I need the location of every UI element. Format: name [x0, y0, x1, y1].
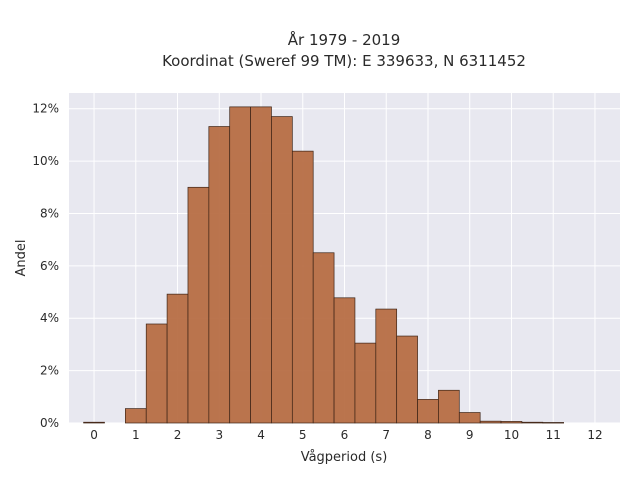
- x-tick-label: 0: [90, 428, 98, 442]
- x-tick-label: 11: [546, 428, 561, 442]
- y-tick-label: 8%: [40, 206, 59, 220]
- histogram-bar: [208, 126, 231, 424]
- x-tick-label: 3: [215, 428, 223, 442]
- histogram-bar: [125, 408, 147, 424]
- histogram-bar: [166, 293, 189, 424]
- x-axis-label: Vågperiod (s): [301, 450, 388, 465]
- histogram-bar: [187, 186, 210, 424]
- y-tick-label: 6%: [40, 259, 59, 273]
- y-tick-label: 0%: [40, 416, 59, 430]
- histogram-bar: [229, 106, 251, 424]
- histogram-bar: [458, 412, 481, 424]
- histogram-bars: [83, 106, 564, 424]
- histogram-bar: [145, 323, 168, 424]
- histogram-bar: [333, 297, 356, 424]
- y-tick-label: 2%: [40, 364, 59, 378]
- x-tick-label: 2: [174, 428, 182, 442]
- histogram-bar: [438, 389, 460, 424]
- histogram-bar: [417, 399, 439, 424]
- histogram-bar: [291, 150, 314, 424]
- histogram-bar: [375, 308, 398, 424]
- histogram-bar: [396, 335, 418, 424]
- y-axis-label: Andel: [14, 240, 29, 277]
- chart-title: År 1979 - 2019: [288, 30, 401, 49]
- y-tick-label: 10%: [32, 154, 59, 168]
- histogram-bar: [354, 342, 377, 424]
- x-tick-label: 1: [132, 428, 140, 442]
- y-tick-label: 4%: [40, 311, 59, 325]
- x-tick-label: 7: [382, 428, 390, 442]
- histogram-bar: [250, 106, 272, 424]
- x-tick-label: 10: [504, 428, 519, 442]
- histogram-bar: [83, 421, 105, 424]
- x-tick-label: 6: [341, 428, 349, 442]
- histogram-bar: [500, 421, 523, 424]
- histogram-bar: [271, 116, 293, 424]
- histogram-bar: [542, 422, 564, 424]
- chart-subtitle: Koordinat (Sweref 99 TM): E 339633, N 63…: [162, 52, 526, 70]
- x-tick-label: 5: [299, 428, 307, 442]
- x-tick-label: 4: [257, 428, 265, 442]
- x-axis-ticks: 0 1 2 3 4 5 6 7 8 9 10 11 12: [90, 428, 602, 442]
- histogram-bar: [521, 421, 544, 424]
- y-axis-ticks: 0% 2% 4% 6% 8% 10% 12%: [32, 102, 59, 430]
- x-tick-label: 8: [424, 428, 432, 442]
- x-tick-label: 12: [587, 428, 602, 442]
- x-tick-label: 9: [466, 428, 474, 442]
- y-tick-label: 12%: [32, 102, 59, 116]
- histogram-bar: [479, 420, 502, 424]
- histogram-bar: [312, 252, 335, 424]
